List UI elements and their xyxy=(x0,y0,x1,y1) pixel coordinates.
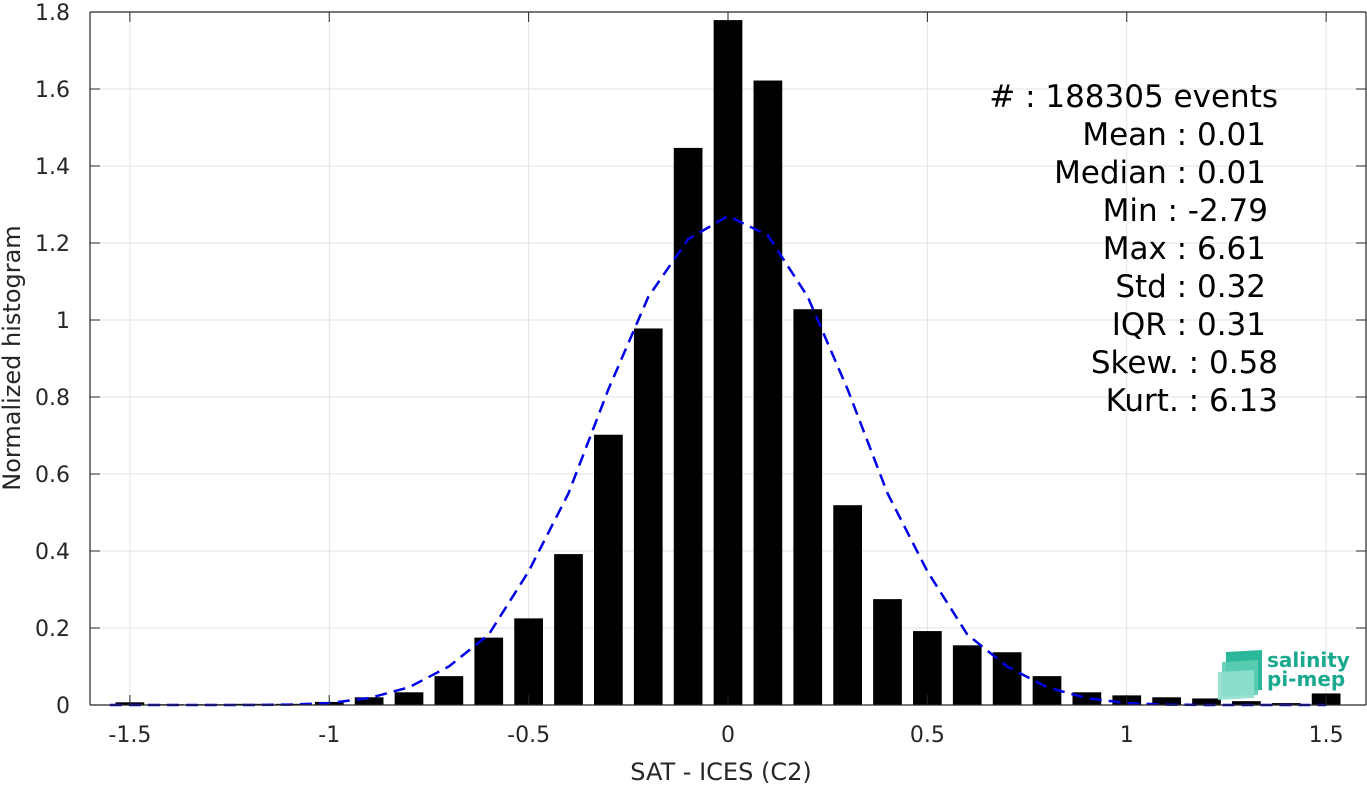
histogram-bar xyxy=(793,309,823,705)
y-tick-label: 0.4 xyxy=(35,540,70,565)
histogram-bars xyxy=(115,20,1341,705)
stat-kurt: Kurt. : 6.13 xyxy=(1106,383,1278,419)
fit-curve xyxy=(109,214,1327,707)
x-tick-label: 1 xyxy=(1120,723,1134,748)
x-tick-label: 0.5 xyxy=(910,723,945,748)
x-tick-label: -0.5 xyxy=(507,723,550,748)
histogram-bar xyxy=(753,80,783,705)
x-axis-label: SAT - ICES (C2) xyxy=(630,758,811,785)
y-tick-label: 1 xyxy=(56,309,70,334)
logo-line1: salinity xyxy=(1267,648,1350,672)
histogram-bar xyxy=(514,618,543,705)
histogram-bar xyxy=(594,434,623,705)
y-tick-label: 0.8 xyxy=(35,386,70,411)
stat-iqr: IQR : 0.31 xyxy=(1112,307,1266,343)
y-tick-label: 1.8 xyxy=(35,1,70,26)
histogram-bar xyxy=(354,697,384,705)
y-tick-label: 1.6 xyxy=(35,78,70,103)
histogram-bar xyxy=(873,599,902,705)
y-tick-label: 1.2 xyxy=(35,232,70,257)
histogram-bar xyxy=(913,631,942,705)
histogram-bar xyxy=(1192,698,1221,705)
histogram-bar xyxy=(434,676,464,705)
x-tick-label: 0 xyxy=(721,723,735,748)
y-tick-label: 0.6 xyxy=(35,463,70,488)
histogram-bar xyxy=(1232,701,1261,705)
x-tick-label: -1.5 xyxy=(108,723,151,748)
stat-mean: Mean : 0.01 xyxy=(1082,117,1266,153)
histogram-bar xyxy=(952,645,982,705)
histogram-bar xyxy=(673,147,703,705)
stat-max: Max : 6.61 xyxy=(1103,231,1266,267)
histogram-bar xyxy=(992,652,1022,705)
histogram-bar xyxy=(633,328,663,705)
histogram-bar xyxy=(474,637,504,705)
histogram-bar xyxy=(833,505,862,705)
stats-box: # : 188305 events Mean : 0.01 Median : 0… xyxy=(989,79,1278,419)
x-axis-ticks: -1.5 -1 -0.5 0 0.5 1 1.5 xyxy=(108,12,1344,748)
y-tick-label: 1.4 xyxy=(35,155,70,180)
stat-std: Std : 0.32 xyxy=(1115,269,1266,305)
stat-min: Min : -2.79 xyxy=(1103,193,1268,229)
wave-logo-icon xyxy=(1218,650,1262,700)
x-tick-label: 1.5 xyxy=(1309,723,1344,748)
y-tick-label: 0.2 xyxy=(35,617,70,642)
y-tick-label: 0 xyxy=(56,694,70,719)
salinity-pimep-logo: salinity pi-mep xyxy=(1218,648,1350,700)
y-axis-ticks: 0 0.2 0.4 0.6 0.8 1 1.2 1.4 1.6 1.8 xyxy=(35,1,1366,719)
histogram-bar xyxy=(394,692,424,705)
histogram-bar xyxy=(1152,697,1181,705)
stat-skew: Skew. : 0.58 xyxy=(1091,345,1278,381)
stat-median: Median : 0.01 xyxy=(1054,155,1266,191)
histogram-bar xyxy=(713,20,743,705)
y-axis-label: Normalized histogram xyxy=(0,225,26,490)
stat-events: # : 188305 events xyxy=(989,79,1278,115)
logo-line2: pi-mep xyxy=(1267,667,1345,691)
histogram-bar xyxy=(554,554,583,705)
x-tick-label: -1 xyxy=(318,723,340,748)
